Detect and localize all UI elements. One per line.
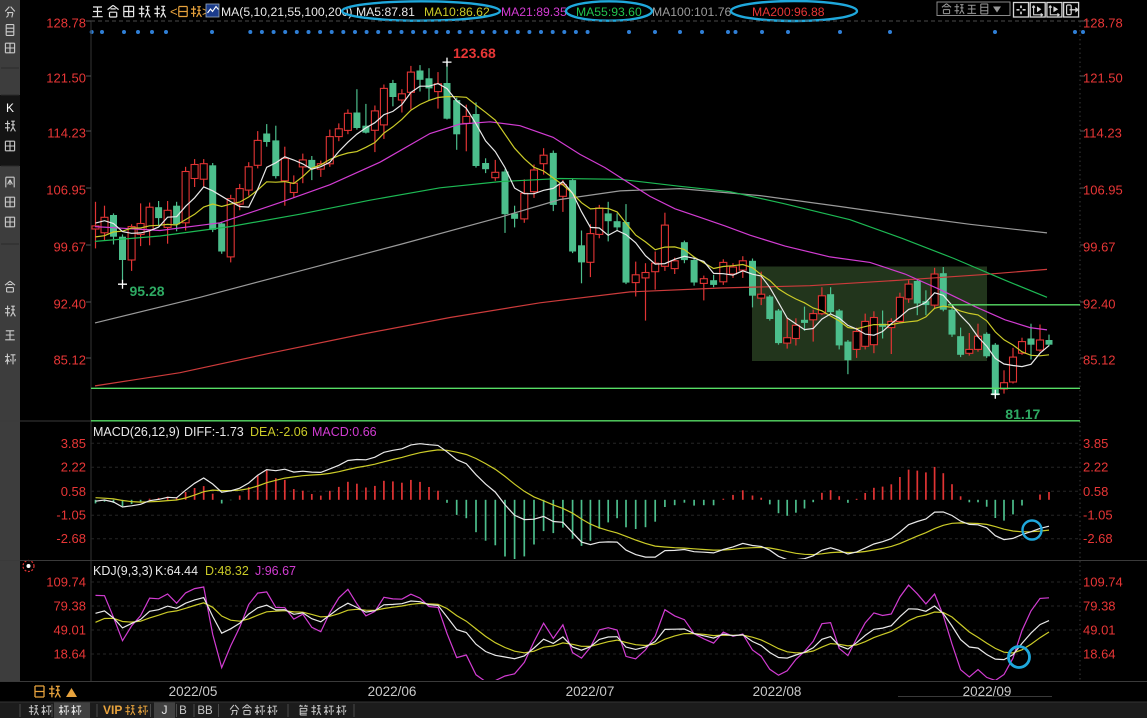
svg-text:106.95: 106.95 <box>46 183 86 198</box>
svg-text:DEA:-2.06: DEA:-2.06 <box>250 425 308 439</box>
svg-text:MACD(26,12,9): MACD(26,12,9) <box>93 425 180 439</box>
svg-text:MA(5,10,21,55,100,200): MA(5,10,21,55,100,200) <box>221 5 352 19</box>
svg-text:49.01: 49.01 <box>53 623 86 638</box>
svg-text:85.12: 85.12 <box>53 353 86 368</box>
svg-text:B: B <box>179 705 187 717</box>
svg-text:79.38: 79.38 <box>53 599 86 614</box>
svg-text:92.40: 92.40 <box>53 297 86 312</box>
svg-text:3.85: 3.85 <box>1083 436 1108 451</box>
svg-text:MA10:86.62: MA10:86.62 <box>424 5 490 19</box>
svg-text:2022/06: 2022/06 <box>368 684 417 699</box>
svg-text:2022/05: 2022/05 <box>169 684 218 699</box>
svg-text:-2.68: -2.68 <box>56 531 86 546</box>
svg-text:121.50: 121.50 <box>46 71 86 86</box>
svg-text:MA5:87.81: MA5:87.81 <box>356 5 415 19</box>
svg-text:85.12: 85.12 <box>1083 353 1116 368</box>
svg-text:<: < <box>170 4 178 19</box>
svg-text:2.22: 2.22 <box>61 460 86 475</box>
svg-text:0.58: 0.58 <box>61 484 86 499</box>
svg-text:2022/07: 2022/07 <box>566 684 615 699</box>
svg-text:49.01: 49.01 <box>1083 623 1116 638</box>
svg-text:2022/09: 2022/09 <box>963 684 1012 699</box>
svg-text:92.40: 92.40 <box>1083 297 1116 312</box>
svg-text:114.23: 114.23 <box>47 126 86 141</box>
svg-text:123.68: 123.68 <box>453 45 496 61</box>
svg-text:3.85: 3.85 <box>61 436 86 451</box>
svg-text:-2.68: -2.68 <box>1083 531 1113 546</box>
svg-text:121.50: 121.50 <box>1083 71 1123 86</box>
svg-text:J:96.67: J:96.67 <box>255 564 296 578</box>
svg-text:MA55:93.60: MA55:93.60 <box>576 5 642 19</box>
svg-text:128.78: 128.78 <box>46 16 86 31</box>
svg-text:81.17: 81.17 <box>1005 406 1040 422</box>
svg-text:MA100:101.76: MA100:101.76 <box>652 5 732 19</box>
svg-text:79.38: 79.38 <box>1083 599 1116 614</box>
svg-text:VIP: VIP <box>103 703 122 717</box>
svg-text:MACD:0.66: MACD:0.66 <box>312 425 377 439</box>
svg-text:106.95: 106.95 <box>1083 183 1123 198</box>
svg-text:114.23: 114.23 <box>1083 126 1122 141</box>
svg-text:MA21:89.35: MA21:89.35 <box>501 5 567 19</box>
svg-text:128.78: 128.78 <box>1083 16 1123 31</box>
svg-text:18.64: 18.64 <box>1083 647 1116 662</box>
svg-text:99.67: 99.67 <box>1083 240 1116 255</box>
svg-text:BB: BB <box>197 705 213 717</box>
svg-text:-1.05: -1.05 <box>1083 508 1113 523</box>
svg-text:K: K <box>6 101 14 115</box>
svg-text:-1.05: -1.05 <box>56 508 86 523</box>
svg-text:0.58: 0.58 <box>1083 484 1108 499</box>
svg-text:2022/08: 2022/08 <box>753 684 802 699</box>
svg-text:K:64.44: K:64.44 <box>155 564 198 578</box>
svg-text:95.28: 95.28 <box>130 283 165 299</box>
svg-text:KDJ(9,3,3): KDJ(9,3,3) <box>93 564 153 578</box>
svg-text:99.67: 99.67 <box>53 240 86 255</box>
svg-text:2.22: 2.22 <box>1083 460 1108 475</box>
svg-text:109.74: 109.74 <box>46 575 86 590</box>
svg-text:109.74: 109.74 <box>1083 575 1123 590</box>
svg-text:MA200:96.88: MA200:96.88 <box>752 5 825 19</box>
svg-text:DIFF:-1.73: DIFF:-1.73 <box>184 425 244 439</box>
svg-text:D:48.32: D:48.32 <box>205 564 249 578</box>
svg-text:18.64: 18.64 <box>53 647 86 662</box>
svg-text:J: J <box>162 703 168 717</box>
